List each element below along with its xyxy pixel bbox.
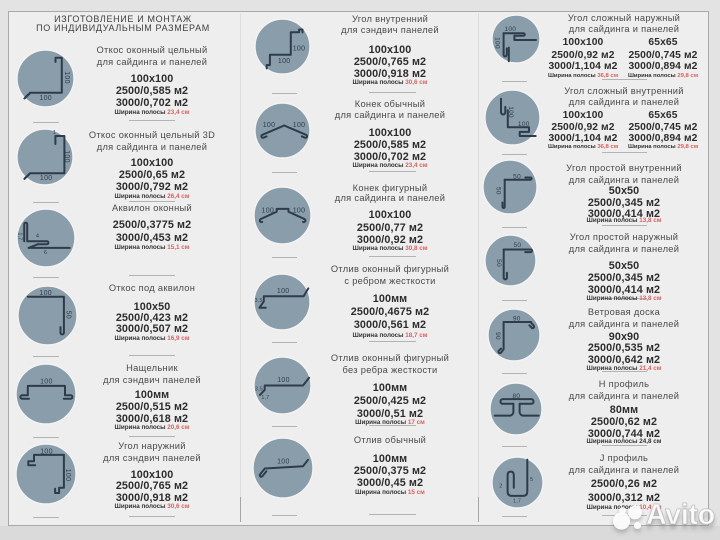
svg-text:1,7: 1,7 [513,498,521,504]
svg-text:50: 50 [513,242,521,249]
svg-text:90: 90 [513,316,521,323]
svg-text:100: 100 [277,288,290,295]
svg-text:1,7: 1,7 [261,394,269,400]
svg-text:100: 100 [261,207,274,214]
svg-text:100: 100 [63,469,70,482]
svg-text:100: 100 [517,121,529,128]
svg-text:3,5: 3,5 [255,386,263,392]
svg-text:2: 2 [499,483,502,489]
svg-text:100: 100 [277,57,290,64]
svg-text:100: 100 [40,448,53,455]
svg-text:100: 100 [292,122,305,129]
svg-text:100: 100 [40,174,53,181]
svg-text:90: 90 [494,332,501,340]
svg-text:100: 100 [493,37,500,49]
svg-text:3,5: 3,5 [255,298,263,304]
svg-text:100: 100 [39,290,52,297]
svg-text:50: 50 [64,310,71,318]
svg-text:100: 100 [63,71,70,84]
svg-text:100: 100 [292,207,305,214]
svg-text:100: 100 [277,459,290,466]
svg-text:100: 100 [292,45,305,52]
svg-text:50: 50 [513,173,521,180]
svg-text:100: 100 [40,379,53,386]
svg-text:100: 100 [504,26,516,33]
svg-text:5: 5 [530,476,533,482]
svg-text:50: 50 [494,187,501,195]
svg-text:6: 6 [44,250,47,256]
svg-text:100: 100 [507,106,514,118]
svg-text:1,7: 1,7 [16,233,22,241]
svg-text:4: 4 [36,234,39,240]
svg-text:100: 100 [277,376,290,383]
svg-text:100: 100 [63,150,70,163]
svg-text:1: 1 [53,130,56,136]
svg-text:100: 100 [262,122,275,129]
svg-text:50: 50 [495,259,502,267]
svg-text:80: 80 [512,393,520,400]
svg-text:100: 100 [39,94,52,101]
